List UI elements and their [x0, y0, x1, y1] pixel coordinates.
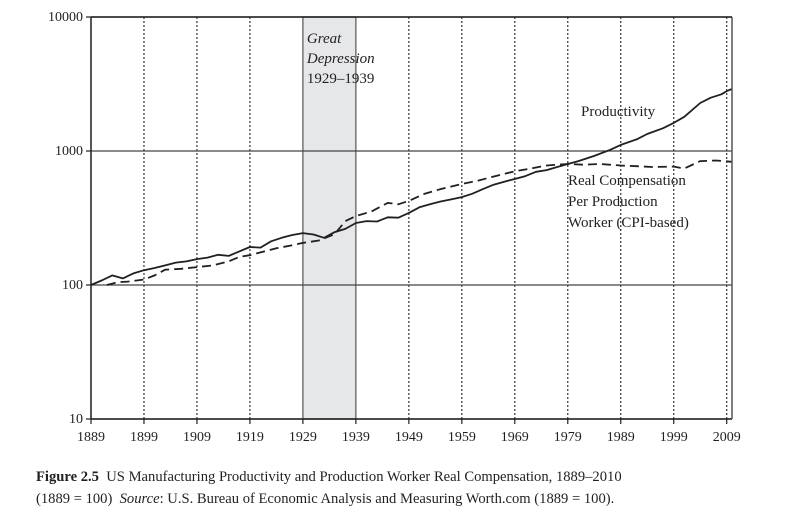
x-tick-label: 1959: [448, 430, 476, 445]
y-tick-label: 10: [69, 412, 83, 427]
figure-label: Figure 2.5: [36, 469, 99, 485]
source-text: : U.S. Bureau of Economic Analysis and M…: [159, 491, 615, 507]
x-tick-label: 1889: [77, 430, 105, 445]
x-tick-label: 1929: [289, 430, 317, 445]
x-tick-label: 1999: [660, 430, 688, 445]
base-note: (1889 = 100): [36, 491, 113, 507]
compensation-line: [106, 159, 733, 286]
x-tick-label: 1989: [607, 430, 635, 445]
depression-label-line: Great: [307, 31, 342, 47]
x-tick-label: 1949: [395, 430, 423, 445]
depression-label-line: 1929–1939: [307, 71, 375, 87]
y-tick-label: 100: [62, 278, 83, 293]
figure-title: US Manufacturing Productivity and Produc…: [106, 469, 622, 485]
compensation-label-line: Real Compensation: [568, 173, 686, 189]
x-tick-label: 1899: [130, 430, 158, 445]
x-tick-label: 1979: [554, 430, 582, 445]
great-depression-region: [302, 16, 357, 420]
y-tick-label: 10000: [48, 10, 83, 25]
depression-label-line: Depression: [306, 51, 375, 67]
x-tick-label: 1919: [236, 430, 264, 445]
x-tick-label: 1909: [183, 430, 211, 445]
y-tick-label: 1000: [55, 144, 83, 159]
figure-caption: Figure 2.5 US Manufacturing Productivity…: [36, 466, 796, 510]
productivity-line: [90, 88, 733, 286]
caption-line-1: Figure 2.5 US Manufacturing Productivity…: [36, 466, 796, 488]
x-tick-label: 1969: [501, 430, 529, 445]
compensation-label-line: Per Production: [568, 194, 658, 210]
compensation-label-line: Worker (CPI-based): [568, 215, 689, 231]
x-tick-label: 1939: [342, 430, 370, 445]
caption-line-2: (1889 = 100) Source: U.S. Bureau of Econ…: [36, 488, 796, 510]
source-label: Source: [119, 491, 160, 507]
productivity-label: Productivity: [581, 104, 656, 120]
x-tick-label: 2009: [713, 430, 741, 445]
chart: 1889 1899 1909 1919 1929 1939 1949 1959 1969 1979…: [48, 10, 741, 445]
